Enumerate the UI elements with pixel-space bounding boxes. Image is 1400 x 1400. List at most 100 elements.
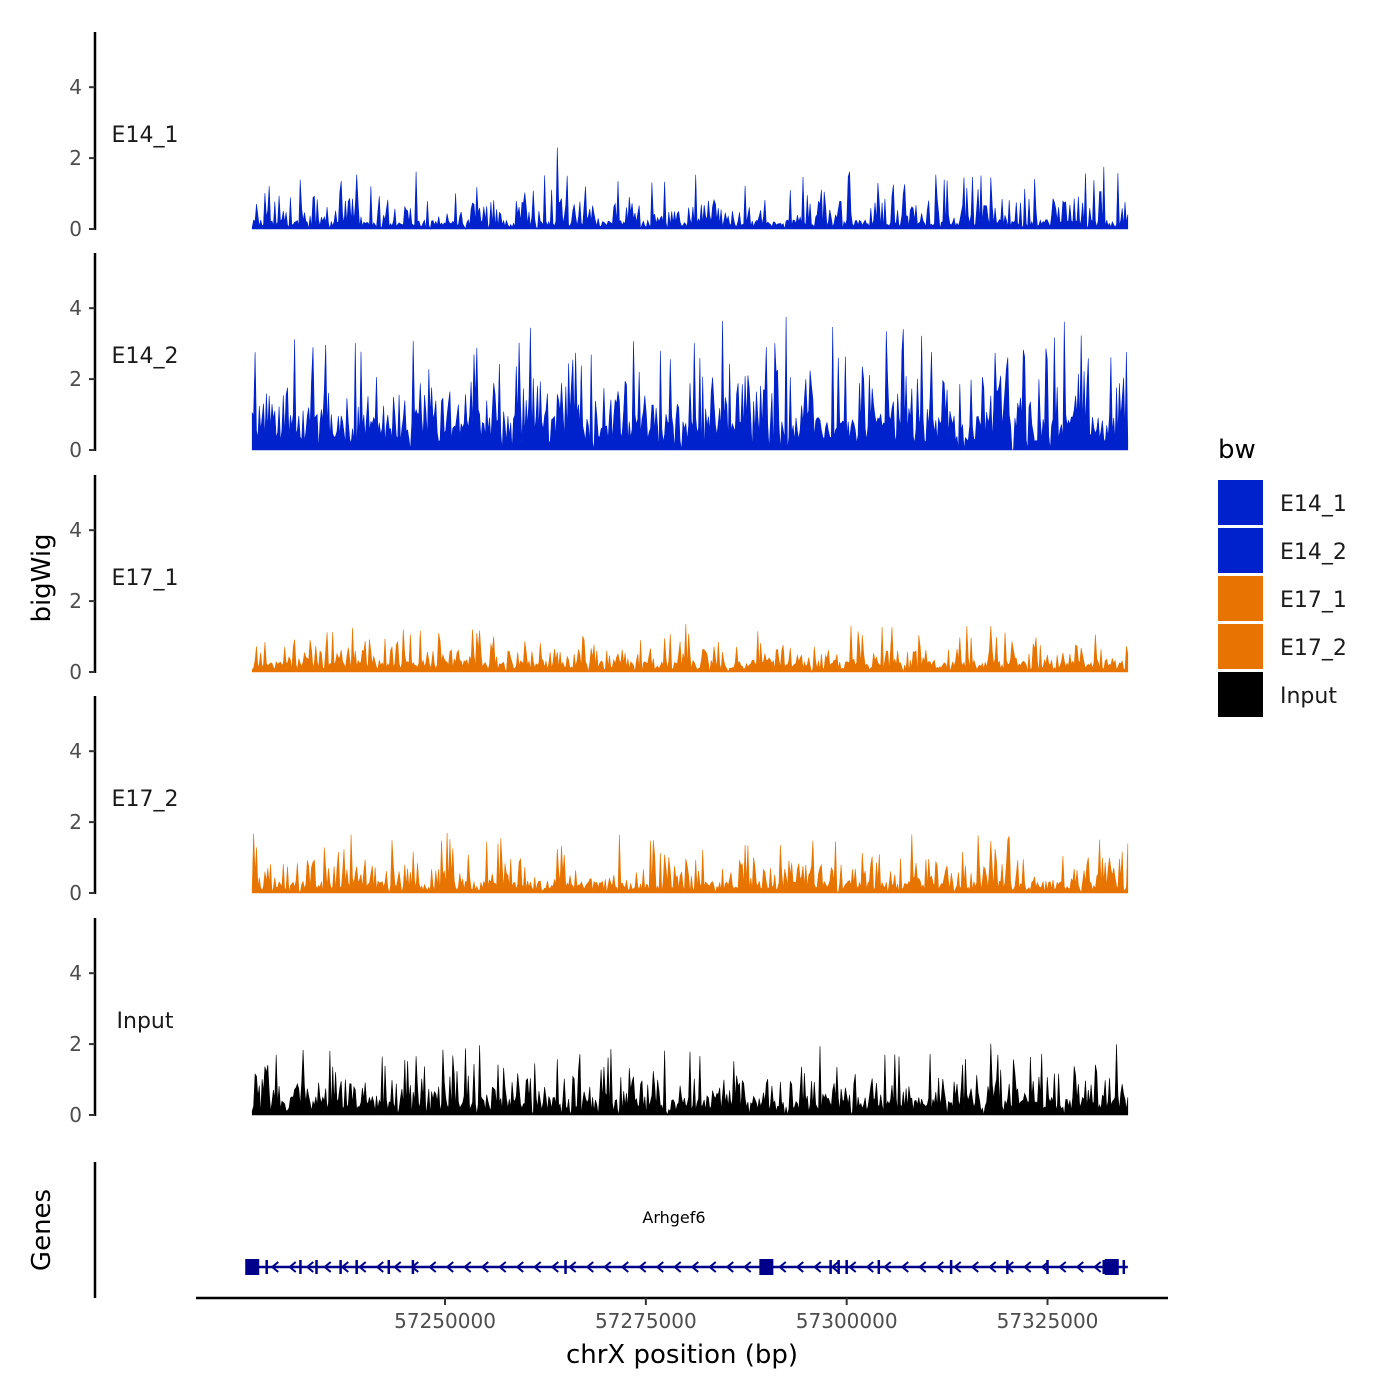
exon: [299, 1260, 302, 1274]
track-label: E14_1: [112, 123, 179, 148]
strand-arrow: [795, 1261, 804, 1273]
track-label: E17_2: [112, 787, 179, 812]
strand-arrow: [603, 1261, 612, 1273]
legend-swatch: [1218, 576, 1263, 621]
strand-arrow: [568, 1261, 577, 1273]
x-tick-label: 57300000: [796, 1309, 898, 1333]
legend-swatch: [1218, 480, 1263, 525]
strand-arrow: [305, 1261, 314, 1273]
exon: [387, 1260, 391, 1274]
track-e14-2: 0 2 4 E14_2: [69, 253, 1129, 462]
exon: [355, 1260, 358, 1274]
y-tick-label: 0: [69, 217, 82, 241]
strand-arrow: [620, 1261, 629, 1273]
gene-name-label: Arhgef6: [642, 1208, 705, 1227]
exon: [339, 1260, 342, 1274]
strand-arrow: [988, 1261, 997, 1273]
x-axis: 57250000 57275000 57300000 57325000: [196, 1296, 1168, 1333]
track-e17-1: 0 2 4 E17_1: [69, 475, 1129, 684]
exon: [949, 1260, 953, 1274]
legend-label: E17_2: [1280, 636, 1347, 661]
exon: [759, 1259, 774, 1275]
strand-arrow: [1093, 1261, 1102, 1273]
y-tick-label: 2: [69, 367, 82, 391]
strand-arrow: [550, 1261, 559, 1273]
exon: [245, 1259, 260, 1275]
strand-arrow: [918, 1261, 927, 1273]
strand-arrow: [375, 1261, 384, 1273]
exon: [564, 1260, 567, 1274]
strand-arrow: [288, 1261, 297, 1273]
strand-arrow: [340, 1261, 349, 1273]
y-tick-label: 2: [69, 146, 82, 170]
y-tick-label: 4: [69, 296, 82, 320]
legend-label: Input: [1280, 684, 1337, 709]
legend-swatch: [1218, 672, 1263, 717]
strand-arrow: [1075, 1261, 1084, 1273]
strand-arrow: [848, 1261, 857, 1273]
coverage-tracks: 0 2 4 E14_1 0 2 4 E14_2 0 2 4 E17_1 0 2 4 E17_2 0 2 4 Input: [69, 32, 1129, 1127]
strand-arrow: [1040, 1261, 1049, 1273]
coverage-area: [251, 316, 1129, 451]
y-tick-label: 4: [69, 961, 82, 985]
strand-arrow: [725, 1261, 734, 1273]
strand-arrow: [1023, 1261, 1032, 1273]
track-input: 0 2 4 Input: [69, 918, 1129, 1127]
strand-arrow: [393, 1261, 402, 1273]
y-tick-label: 0: [69, 438, 82, 462]
track-e14-1: 0 2 4 E14_1: [69, 32, 1129, 241]
y-tick-label: 0: [69, 881, 82, 905]
exon: [829, 1260, 832, 1274]
strand-arrow: [515, 1261, 524, 1273]
strand-arrow: [865, 1261, 874, 1273]
strand-arrow: [638, 1261, 647, 1273]
y-tick-label: 4: [69, 739, 82, 763]
strand-arrow: [673, 1261, 682, 1273]
y-axis-title: bigWig: [27, 533, 57, 622]
gene-panel: Arhgef6: [93, 1162, 1128, 1298]
x-tick-label: 57275000: [595, 1309, 697, 1333]
legend-swatch: [1218, 624, 1263, 669]
strand-arrow: [883, 1261, 892, 1273]
y-tick-label: 2: [69, 810, 82, 834]
strand-arrow: [1058, 1261, 1067, 1273]
strand-arrow: [690, 1261, 699, 1273]
x-axis-title: chrX position (bp): [566, 1340, 798, 1370]
y-tick-label: 0: [69, 660, 82, 684]
legend-label: E14_2: [1280, 540, 1347, 565]
y-tick-label: 4: [69, 75, 82, 99]
legend-title: bw: [1218, 435, 1256, 465]
track-label: E14_2: [112, 344, 179, 369]
strand-arrow: [708, 1261, 717, 1273]
strand-arrow: [428, 1261, 437, 1273]
legend: bw E14_1 E14_2 E17_1 E17_2 Input: [1218, 435, 1347, 717]
exon: [837, 1260, 840, 1274]
y-tick-label: 2: [69, 589, 82, 613]
exon: [1046, 1260, 1049, 1274]
legend-swatch: [1218, 528, 1263, 573]
legend-label: E14_1: [1280, 492, 1347, 517]
exon: [1102, 1260, 1105, 1274]
strand-arrow: [778, 1261, 787, 1273]
track-label: E17_1: [112, 566, 179, 591]
x-tick-label: 57325000: [997, 1309, 1099, 1333]
exon: [315, 1260, 318, 1274]
y-tick-label: 4: [69, 518, 82, 542]
track-e17-2: 0 2 4 E17_2: [69, 696, 1129, 905]
strand-arrow: [480, 1261, 489, 1273]
strand-arrow: [445, 1261, 454, 1273]
strand-arrow: [970, 1261, 979, 1273]
coverage-area: [251, 832, 1129, 895]
strand-arrow: [323, 1261, 332, 1273]
strand-arrow: [533, 1261, 542, 1273]
exon: [845, 1260, 848, 1274]
strand-arrow: [953, 1261, 962, 1273]
track-label: Input: [117, 1009, 174, 1034]
strand-arrow: [743, 1261, 752, 1273]
coverage-area: [251, 1043, 1129, 1117]
strand-arrow: [270, 1261, 279, 1273]
exon: [1122, 1260, 1126, 1274]
x-tick-label: 57250000: [394, 1309, 496, 1333]
